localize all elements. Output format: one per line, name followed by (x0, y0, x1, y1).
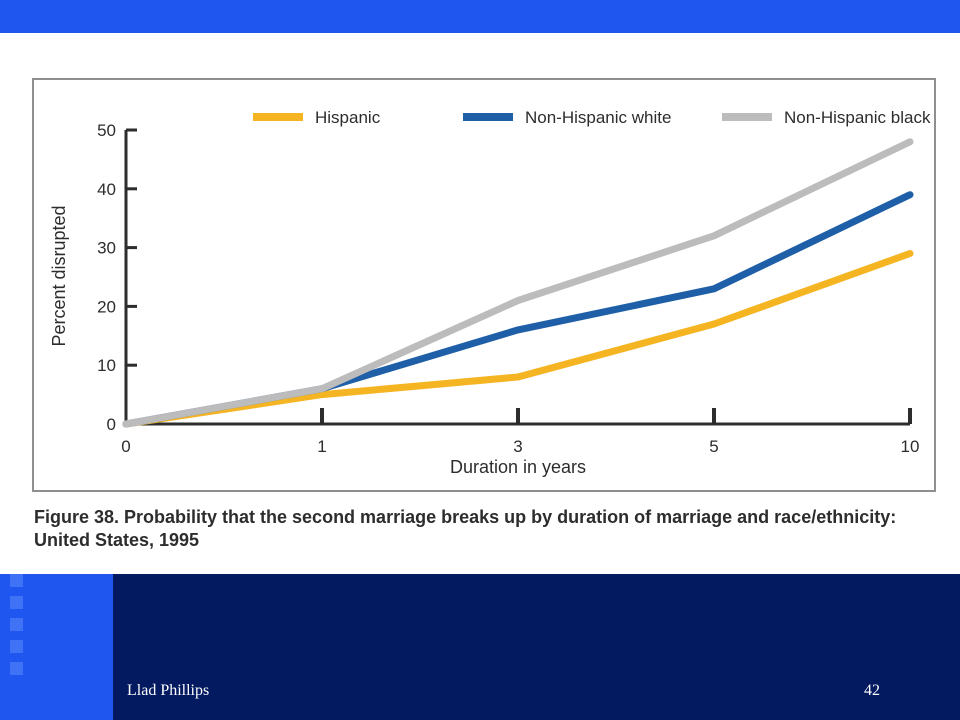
y-tick-label: 20 (97, 297, 116, 316)
y-axis-title: Percent disrupted (49, 205, 69, 346)
legend-label-non-hispanic-black: Non-Hispanic black (784, 108, 931, 127)
y-tick-label: 30 (97, 239, 116, 258)
x-tick-label: 0 (121, 437, 130, 456)
series-line-non-hispanic-white (122, 191, 914, 428)
decor-square (10, 596, 23, 609)
x-axis-title: Duration in years (450, 457, 586, 477)
y-tick-label: 10 (97, 356, 116, 375)
decor-square (10, 662, 23, 675)
top-bar (0, 0, 960, 33)
series-line-hispanic (122, 250, 914, 428)
footer-bar: Llad Phillips 42 (0, 574, 960, 720)
x-tick-label: 1 (317, 437, 326, 456)
x-tick-label: 10 (901, 437, 920, 456)
legend-label-non-hispanic-white: Non-Hispanic white (525, 108, 671, 127)
x-tick-label: 3 (513, 437, 522, 456)
x-tick-label: 5 (709, 437, 718, 456)
line-chart: 0 10 20 30 40 50 0 1 3 5 10 Hispanic Non-Hispanic w… (49, 108, 931, 477)
chart-axes: 0 10 20 30 40 50 0 1 3 5 10 (97, 121, 919, 456)
chart-series (122, 138, 914, 428)
figure-frame: 0 10 20 30 40 50 0 1 3 5 10 Hispanic Non-Hispanic w… (32, 78, 936, 492)
series-line-non-hispanic-black (122, 138, 914, 428)
legend-label-hispanic: Hispanic (315, 108, 381, 127)
decor-square (10, 574, 23, 587)
figure-caption: Figure 38. Probability that the second m… (34, 507, 897, 550)
y-tick-label: 0 (107, 415, 116, 434)
decor-square (10, 640, 23, 653)
footer-accent-panel (0, 574, 113, 720)
chart-legend: Hispanic Non-Hispanic white Non-Hispanic b… (253, 108, 931, 127)
page-number: 42 (864, 682, 880, 699)
footer-author: Llad Phillips (127, 682, 210, 699)
y-tick-label: 40 (97, 180, 116, 199)
decor-square (10, 618, 23, 631)
y-tick-label: 50 (97, 121, 116, 140)
